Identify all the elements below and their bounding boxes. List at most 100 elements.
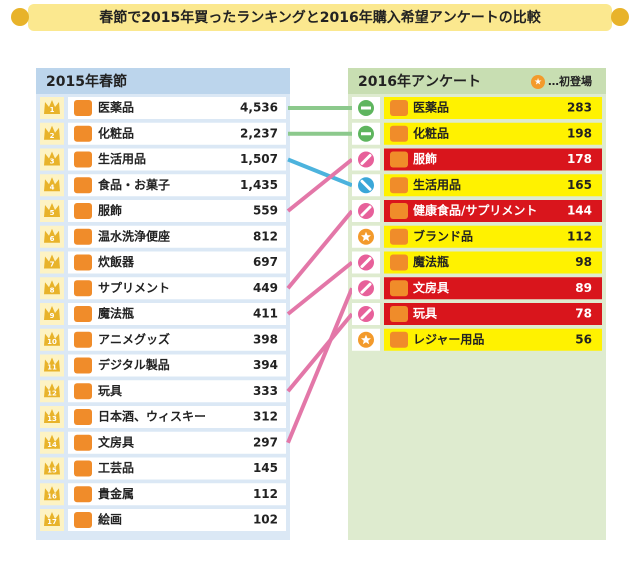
rank: 10 <box>47 338 57 346</box>
item-value: 559 <box>253 204 278 218</box>
status-symbol <box>360 179 372 191</box>
links <box>286 106 354 444</box>
row-box <box>384 328 602 351</box>
knot-left <box>11 8 29 26</box>
item-value: 178 <box>567 152 592 166</box>
item-icon <box>390 331 408 348</box>
status-symbol <box>361 132 371 136</box>
crown <box>44 151 60 166</box>
item-name: 工芸品 <box>98 460 134 475</box>
crown <box>44 125 60 140</box>
item-value: 89 <box>575 281 592 295</box>
row-box <box>68 303 286 325</box>
item-name: 服飾 <box>98 203 122 218</box>
right-header <box>348 68 606 94</box>
rank: 9 <box>50 312 55 320</box>
row-box <box>68 380 286 403</box>
crown <box>44 383 60 398</box>
item-name: 文房具 <box>413 280 449 295</box>
item-value: 112 <box>253 487 278 501</box>
item-name: 温水洗浄便座 <box>98 228 170 243</box>
item-name: 化粧品 <box>98 125 134 140</box>
item-value: 333 <box>253 384 278 398</box>
item-name: 生活用品 <box>98 151 146 166</box>
item-value: 449 <box>253 281 278 295</box>
legend-text: …初登場 <box>548 74 592 88</box>
item-icon <box>74 383 92 400</box>
item-value: 165 <box>567 178 592 192</box>
item-name: 服飾 <box>413 151 437 166</box>
item-icon <box>74 434 92 451</box>
item-icon <box>390 254 408 271</box>
title-banner <box>28 4 612 31</box>
rank: 2 <box>50 132 55 140</box>
crown <box>44 409 60 423</box>
item-icon <box>74 280 92 297</box>
item-value: 98 <box>575 255 592 269</box>
status-symbol <box>361 334 371 345</box>
row-box <box>384 97 602 119</box>
item-value: 297 <box>253 435 278 449</box>
item-icon <box>74 100 92 116</box>
rank: 17 <box>47 518 57 526</box>
crown <box>44 203 60 217</box>
item-value: 56 <box>575 332 592 346</box>
row-box <box>384 225 602 248</box>
status-symbol <box>361 231 371 242</box>
item-value: 112 <box>567 229 592 243</box>
item-icon <box>390 306 408 322</box>
rank: 13 <box>47 415 57 423</box>
item-value: 398 <box>253 332 278 346</box>
item-name: 炊飯器 <box>98 254 135 269</box>
item-icon <box>390 151 408 168</box>
item-value: 198 <box>567 126 592 140</box>
item-value: 2,237 <box>240 126 278 140</box>
row-box <box>68 354 286 377</box>
status-symbol <box>360 205 372 217</box>
item-name: 医薬品 <box>98 100 134 115</box>
item-icon <box>74 125 92 142</box>
crown <box>44 512 60 526</box>
crown <box>44 357 60 372</box>
link-line <box>286 312 354 393</box>
item-value: 4,536 <box>240 101 278 115</box>
status-symbol <box>360 154 372 165</box>
item-name: 生活用品 <box>413 177 461 192</box>
item-icon <box>74 177 92 194</box>
crown <box>44 331 60 346</box>
row-box <box>68 225 286 248</box>
item-name: 化粧品 <box>413 125 449 140</box>
item-value: 697 <box>253 255 278 269</box>
crown <box>44 177 60 192</box>
row-box <box>68 148 286 171</box>
row-box <box>68 277 286 300</box>
item-value: 411 <box>253 307 278 321</box>
item-value: 102 <box>253 513 278 527</box>
crown <box>44 100 60 114</box>
rank: 11 <box>47 364 57 372</box>
rank: 3 <box>50 158 55 166</box>
item-name: アニメグッズ <box>98 331 170 346</box>
item-icon <box>74 460 92 477</box>
item-name: レジャー用品 <box>413 332 484 346</box>
status-symbol <box>360 282 372 294</box>
item-value: 78 <box>575 307 592 321</box>
item-name: 貴金属 <box>98 486 134 501</box>
link-line <box>286 287 354 444</box>
link-line <box>286 260 354 316</box>
legend-star <box>531 75 545 89</box>
item-icon <box>390 228 408 245</box>
item-icon <box>74 254 92 271</box>
row-box <box>68 174 286 197</box>
row-box <box>68 509 286 531</box>
crown <box>44 280 60 295</box>
row-box <box>384 251 602 274</box>
row-box <box>68 483 286 506</box>
row-box <box>68 457 286 480</box>
row-box <box>384 174 602 197</box>
row-box <box>384 303 602 325</box>
item-icon <box>390 100 408 116</box>
row-box <box>68 406 286 428</box>
item-name: 絵画 <box>98 512 122 527</box>
